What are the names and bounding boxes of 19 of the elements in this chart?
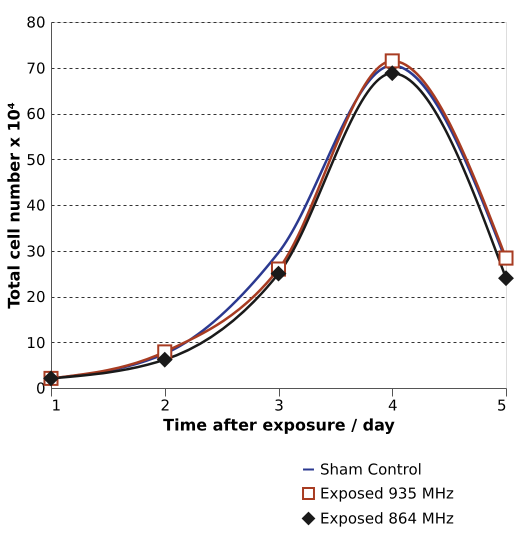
legend-label: Sham Control [320,460,422,478]
x-tick-label: 2 [160,396,170,414]
legend-label: Exposed 935 MHz [320,484,454,502]
y-tick-label: 20 [26,288,46,306]
y-tick-label: 0 [36,380,46,398]
y-axis-title: Total cell number x 10⁴ [4,102,24,309]
x-tick-label: 3 [274,396,284,414]
x-tick-label: 4 [388,396,398,414]
y-tick-label: 60 [26,105,46,123]
legend-label: Exposed 864 MHz [320,510,454,528]
y-tick-label: 30 [26,242,46,260]
x-axis-title: Time after exposure / day [163,416,396,434]
y-tick-label: 40 [26,196,46,214]
y-tick-label: 10 [26,334,46,352]
x-tick-label: 5 [496,396,506,414]
y-tick-label: 80 [26,14,46,32]
x-tick-label: 1 [52,396,62,414]
y-tick-label: 50 [26,150,46,169]
y-tick-label: 70 [26,59,46,78]
